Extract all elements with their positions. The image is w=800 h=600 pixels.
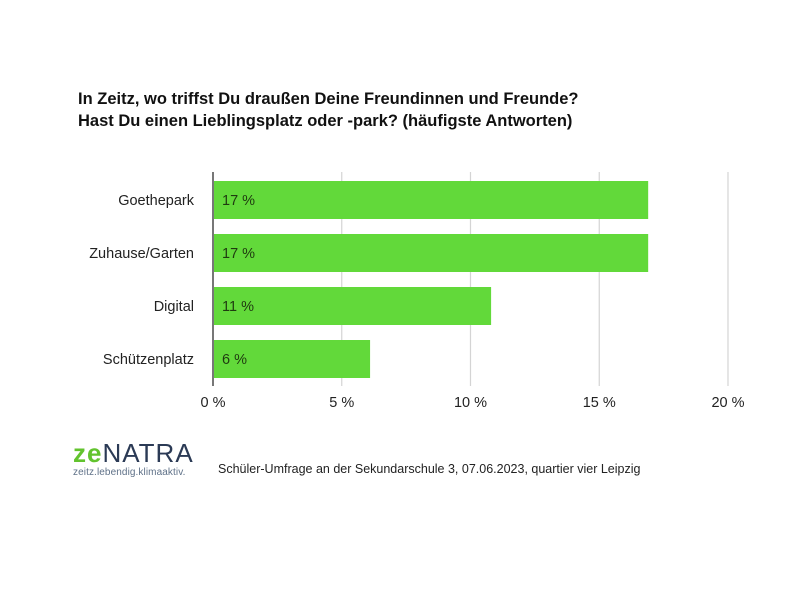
value-label: 17 % [222, 246, 255, 262]
x-tick-label: 15 % [583, 395, 616, 411]
x-tick-label: 0 % [201, 395, 226, 411]
category-label: Zuhause/Garten [89, 246, 194, 262]
bar [213, 234, 649, 272]
value-labels: 17 % 17 % 11 % 6 % [222, 193, 255, 368]
x-tick-label: 10 % [454, 395, 487, 411]
chart-subtitle: Hast Du einen Lieblingsplatz oder -park?… [78, 112, 573, 130]
logo-wordmark: zeNATRA [73, 440, 213, 466]
value-label: 6 % [222, 352, 247, 368]
chart-title-line-1: In Zeitz, wo triffst Du draußen Deine Fr… [78, 90, 579, 108]
bar [213, 340, 371, 378]
value-label: 11 % [222, 299, 254, 315]
category-label: Digital [154, 299, 194, 315]
value-label: 17 % [222, 193, 255, 209]
source-note: Schüler-Umfrage an der Sekundarschule 3,… [218, 462, 641, 476]
category-labels: Goethepark Zuhause/Garten Digital Schützenp… [89, 193, 195, 368]
zenatra-logo: zeNATRA zeitz.lebendig.klimaaktiv. [73, 440, 213, 480]
logo-text-ze: ze [73, 438, 103, 468]
bars [213, 181, 649, 378]
x-tick-labels: 0 % 5 % 10 % 15 % 20 % [201, 395, 745, 411]
bar [213, 181, 649, 219]
bar [213, 287, 492, 325]
x-tick-label: 5 % [329, 395, 354, 411]
x-tick-label: 20 % [711, 395, 744, 411]
logo-text-natra: NATRA [102, 438, 194, 468]
chart-title: In Zeitz, wo triffst Du draußen Deine Fr… [78, 88, 579, 132]
category-label: Schützenplatz [103, 352, 194, 368]
logo-tagline: zeitz.lebendig.klimaaktiv. [73, 467, 186, 478]
category-label: Goethepark [118, 193, 195, 209]
